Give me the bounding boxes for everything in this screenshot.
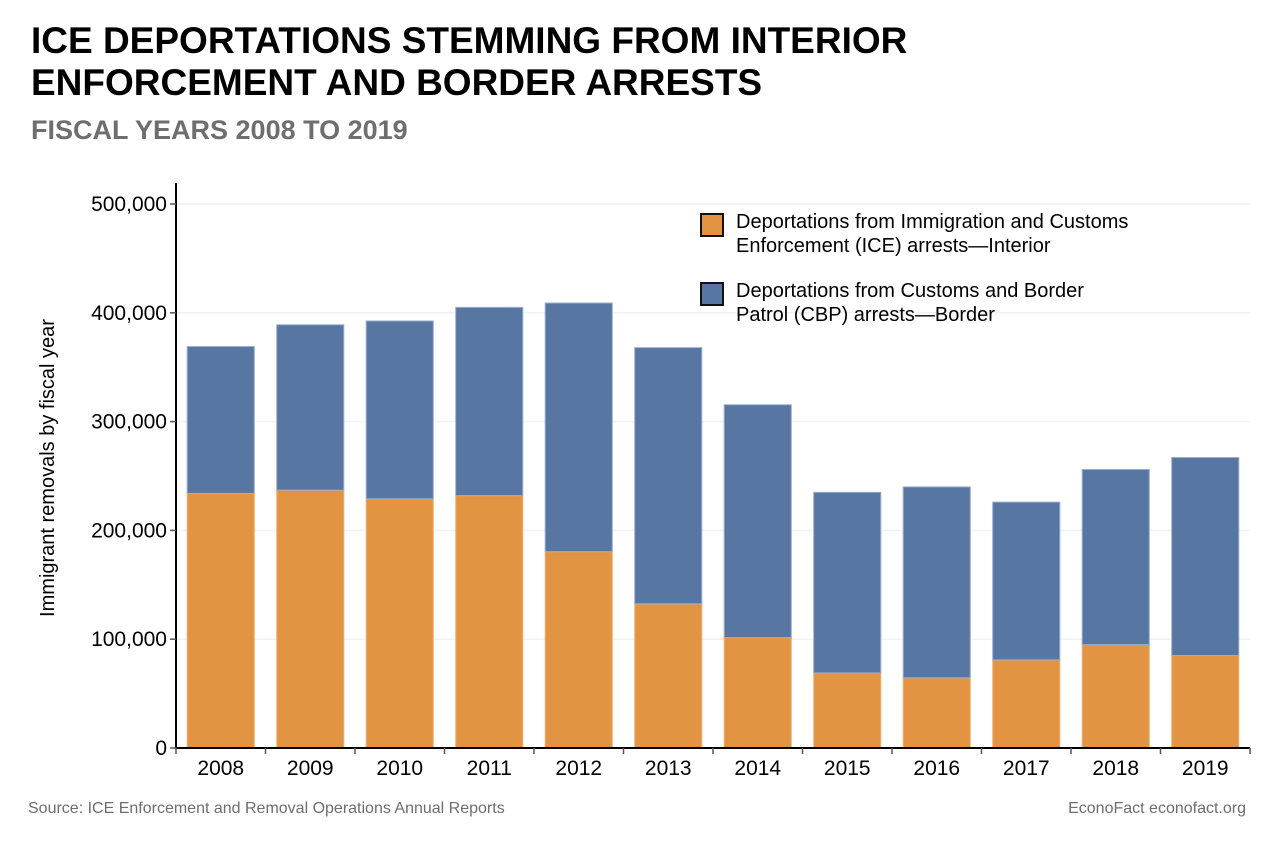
y-axis-ticks: 0 100,000 200,000 300,000 400,000 500,000 (91, 193, 176, 760)
y-tick-label: 300,000 (91, 411, 167, 434)
bar-border-cbp (276, 324, 345, 491)
bar-interior-ice (902, 677, 971, 749)
bar-interior-ice (455, 495, 524, 749)
legend-swatch-interior (700, 213, 724, 237)
bar-interior-ice (992, 659, 1061, 749)
legend-label: Patrol (CBP) arrests—Border (736, 304, 995, 326)
source-note: Source: ICE Enforcement and Removal Oper… (28, 800, 505, 817)
legend: Deportations from Immigration and Custom… (700, 211, 1128, 326)
x-tick-label: 2013 (645, 757, 692, 780)
bar-interior-ice (1171, 655, 1240, 749)
bar-border-cbp (902, 486, 971, 679)
bar-border-cbp (992, 501, 1061, 661)
chart-title: ICE DEPORTATIONS STEMMING FROM INTERIOR … (31, 20, 907, 104)
credit-note: EconoFact econofact.org (1068, 800, 1246, 817)
bar-border-cbp (634, 347, 703, 605)
bar-interior-ice (813, 672, 882, 749)
y-tick-label: 0 (155, 737, 167, 760)
bar-interior-ice (544, 551, 613, 749)
bar-border-cbp (455, 306, 524, 497)
legend-label: Enforcement (ICE) arrests—Interior (736, 235, 1051, 257)
x-tick-label: 2008 (197, 757, 244, 780)
x-tick-label: 2016 (913, 757, 960, 780)
bars (186, 302, 1240, 749)
bar-border-cbp (1081, 468, 1150, 646)
gridlines (176, 203, 1250, 640)
bar-interior-ice (1081, 644, 1150, 749)
y-tick-label: 400,000 (91, 302, 167, 325)
bar-interior-ice (186, 492, 255, 749)
x-tick-label: 2015 (824, 757, 871, 780)
x-tick-label: 2011 (467, 757, 512, 780)
legend-swatch-border (700, 282, 724, 306)
y-tick-label: 100,000 (91, 628, 167, 651)
x-tick-label: 2018 (1092, 757, 1139, 780)
bar-border-cbp (723, 404, 792, 639)
bar-border-cbp (186, 346, 255, 494)
bar-border-cbp (813, 491, 882, 674)
y-tick-label: 200,000 (91, 519, 167, 542)
chart-title-line-1: ICE DEPORTATIONS STEMMING FROM INTERIOR (31, 20, 908, 61)
x-tick-label: 2019 (1182, 757, 1229, 780)
bar-interior-ice (723, 637, 792, 749)
chart-title-line-2: ENFORCEMENT AND BORDER ARRESTS (31, 62, 763, 103)
bar-interior-ice (634, 603, 703, 749)
bar-border-cbp (365, 320, 434, 500)
bar-interior-ice (276, 489, 345, 749)
x-tick-label: 2009 (287, 757, 334, 780)
bar-interior-ice (365, 498, 434, 749)
x-tick-label: 2017 (1003, 757, 1050, 780)
bar-border-cbp (544, 302, 613, 553)
chart-subtitle: FISCAL YEARS 2008 TO 2019 (31, 115, 408, 145)
x-tick-label: 2010 (376, 757, 423, 780)
legend-label: Deportations from Immigration and Custom… (736, 211, 1128, 233)
x-tick-label: 2012 (555, 757, 602, 780)
x-axis-ticks: 2008 2009 2010 2011 2012 2013 2014 2015 2016 2017… (175, 748, 1251, 780)
y-tick-label: 500,000 (91, 193, 167, 216)
legend-label: Deportations from Customs and Border (736, 280, 1084, 302)
y-axis-title: Immigrant removals by fiscal year (37, 319, 59, 617)
bar-border-cbp (1171, 457, 1240, 657)
x-tick-label: 2014 (734, 757, 781, 780)
